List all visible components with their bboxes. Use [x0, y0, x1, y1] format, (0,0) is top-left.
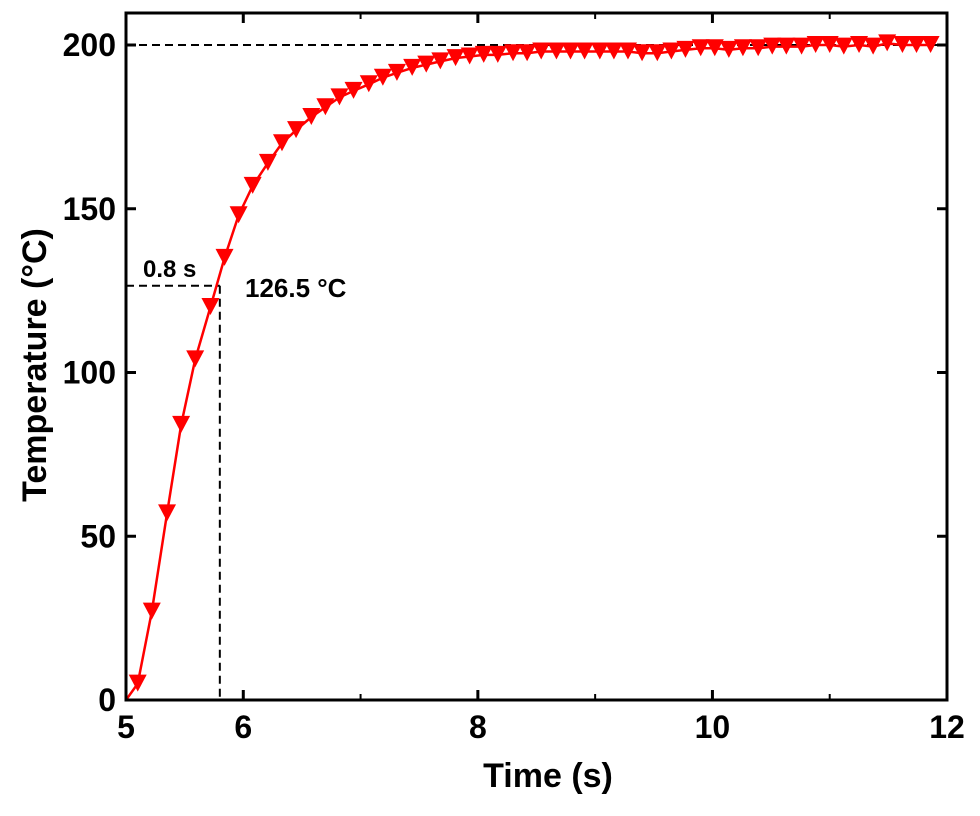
- data-point: [158, 504, 177, 522]
- data-point: [777, 37, 796, 55]
- data-point: [302, 108, 321, 126]
- x-tick-label: 12: [929, 709, 965, 745]
- data-point: [792, 37, 811, 55]
- data-point: [488, 45, 507, 63]
- y-tick-label: 100: [63, 355, 116, 391]
- data-point: [316, 98, 335, 116]
- data-point: [417, 55, 436, 73]
- data-point: [850, 36, 869, 53]
- data-point: [834, 37, 853, 55]
- data-point: [806, 36, 825, 53]
- x-tick-label: 6: [234, 709, 252, 745]
- data-point: [387, 63, 406, 81]
- data-point: [763, 37, 782, 55]
- x-tick-label: 8: [469, 709, 487, 745]
- data-point: [287, 121, 306, 139]
- data-point: [344, 81, 363, 99]
- data-point: [460, 47, 479, 65]
- data-point: [547, 42, 566, 60]
- data-point: [474, 45, 493, 63]
- data-point: [618, 42, 637, 60]
- data-point: [648, 44, 667, 62]
- data-point: [907, 36, 926, 53]
- data-point: [272, 134, 291, 152]
- data-point: [561, 42, 580, 60]
- data-point: [229, 206, 248, 224]
- data-point: [532, 42, 551, 60]
- y-tick-label: 50: [80, 518, 116, 554]
- data-point: [215, 248, 234, 266]
- data-point: [691, 39, 710, 57]
- y-axis-label: Temperature (°C): [16, 228, 54, 502]
- data-point: [705, 39, 724, 57]
- data-point: [142, 602, 161, 620]
- x-tick-label: 10: [695, 709, 731, 745]
- y-tick-label: 200: [63, 27, 116, 63]
- data-point: [172, 415, 191, 433]
- x-tick-label: 5: [117, 709, 135, 745]
- data-point: [893, 36, 912, 53]
- data-point: [604, 42, 623, 60]
- data-point: [719, 40, 738, 58]
- data-point: [403, 58, 422, 76]
- data-point: [186, 350, 205, 368]
- data-point: [633, 44, 652, 62]
- data-point: [820, 36, 839, 53]
- data-point: [878, 34, 897, 52]
- data-point: [373, 68, 392, 86]
- x-axis-label: Time (s): [483, 757, 613, 795]
- data-point: [518, 44, 537, 62]
- data-point: [676, 40, 695, 58]
- plot-frame: [124, 11, 949, 702]
- data-point: [749, 39, 768, 57]
- data-point: [733, 39, 752, 57]
- data-point: [128, 674, 147, 692]
- data-point: [201, 298, 220, 315]
- data-point: [243, 176, 262, 194]
- series-line: [124, 42, 931, 701]
- annotation-temp: 126.5 °C: [245, 273, 347, 303]
- data-point: [359, 75, 378, 93]
- data-point: [590, 42, 609, 60]
- data-point: [446, 49, 465, 67]
- data-point: [864, 37, 883, 55]
- annotation-time: 0.8 s: [143, 256, 196, 283]
- data-point: [431, 52, 450, 70]
- data-point: [662, 42, 681, 60]
- data-point: [921, 36, 940, 53]
- data-point: [575, 42, 594, 60]
- data-point: [504, 44, 523, 62]
- y-tick-label: 150: [63, 191, 116, 227]
- data-point: [330, 88, 349, 106]
- y-tick-label: 0: [98, 682, 116, 718]
- data-point: [258, 153, 277, 171]
